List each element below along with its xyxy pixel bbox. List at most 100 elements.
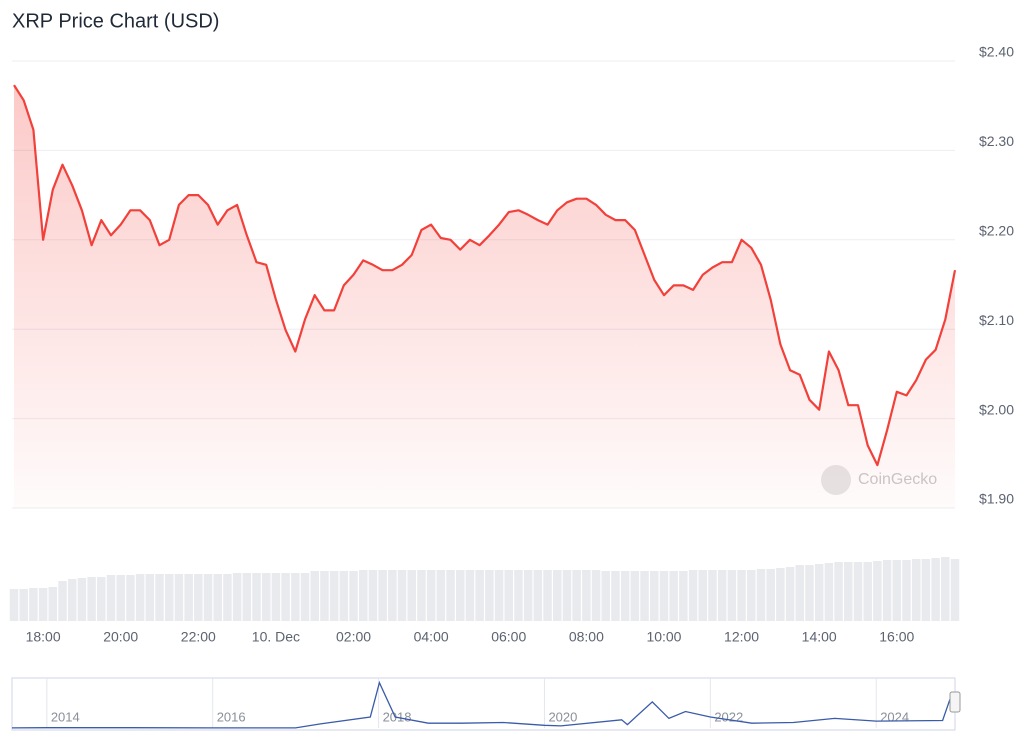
volume-bar: [902, 560, 911, 621]
navigator-tick-label: 2014: [51, 709, 80, 724]
volume-bar: [727, 570, 737, 621]
volume-bar: [87, 577, 96, 621]
volume-bar: [717, 570, 727, 621]
price-area: [14, 85, 955, 508]
volume-bar: [921, 559, 931, 621]
volume-bar: [58, 581, 67, 621]
volume-bar: [824, 563, 834, 621]
volume-bar: [300, 573, 310, 621]
volume-bar: [659, 571, 669, 621]
volume-bar: [766, 569, 775, 621]
volume-bar: [203, 574, 213, 621]
volume-bar: [310, 571, 319, 621]
volume-bar: [950, 559, 960, 621]
navigator-handle[interactable]: [949, 691, 961, 713]
volume-bar: [562, 570, 572, 621]
volume-bar: [543, 570, 552, 621]
volume-bar: [155, 574, 164, 621]
volume-bar: [553, 570, 562, 621]
volume-bar: [475, 570, 484, 621]
volume-bar: [446, 570, 455, 621]
volume-bar: [834, 562, 843, 621]
volume-bar: [339, 571, 349, 621]
volume-bar: [805, 565, 814, 621]
volume-bar: [863, 562, 872, 621]
volume-bar: [523, 570, 533, 621]
volume-bar: [329, 571, 339, 621]
volume-bar: [931, 558, 940, 621]
volume-bar: [436, 570, 446, 621]
volume-bar: [261, 573, 271, 621]
y-tick-label: $2.20: [979, 223, 1014, 239]
volume-bar: [126, 575, 135, 621]
volume-bar: [281, 573, 290, 621]
volume-bar: [640, 571, 649, 621]
volume-bar: [630, 571, 640, 621]
volume-bar: [368, 570, 378, 621]
volume-bar: [67, 579, 77, 621]
volume-bar: [776, 568, 785, 621]
x-tick-label: 20:00: [103, 629, 138, 645]
x-tick-label: 10:00: [646, 629, 681, 645]
volume-bar: [388, 570, 397, 621]
volume-bar: [601, 571, 611, 621]
x-tick-label: 18:00: [26, 629, 61, 645]
volume-bar: [892, 560, 902, 621]
volume-bar: [397, 570, 407, 621]
y-tick-label: $2.30: [979, 133, 1014, 149]
volume-bar: [271, 573, 281, 621]
volume-bar: [611, 571, 620, 621]
volume-bar: [785, 567, 795, 621]
volume-bar: [213, 574, 222, 621]
volume-bar: [504, 570, 514, 621]
navigator-tick-label: 2020: [548, 709, 577, 724]
volume-bar: [164, 574, 174, 621]
volume-bar: [407, 570, 416, 621]
volume-bar: [29, 588, 38, 621]
volume-bar: [882, 560, 892, 621]
volume-bar: [669, 571, 678, 621]
volume-bar: [591, 570, 601, 621]
x-tick-label: 02:00: [336, 629, 371, 645]
y-tick-label: $1.90: [979, 491, 1014, 507]
volume-bar: [174, 574, 184, 621]
x-tick-label: 22:00: [181, 629, 216, 645]
y-tick-label: $2.10: [979, 312, 1014, 328]
y-tick-label: $2.40: [979, 44, 1014, 60]
volume-bar: [582, 570, 591, 621]
price-line: [13, 84, 957, 467]
volume-bar: [679, 571, 688, 621]
volume-bar: [252, 573, 261, 621]
volume-bar: [426, 570, 436, 621]
chart-title: XRP Price Chart (USD): [12, 10, 219, 32]
volume-bar: [145, 574, 155, 621]
volume-bar: [844, 562, 853, 621]
volume-bar: [455, 570, 465, 621]
volume-bar: [747, 570, 756, 621]
volume-bar: [417, 570, 426, 621]
volume-bar: [291, 573, 300, 621]
volume-bar: [48, 587, 58, 621]
volume-bar: [184, 574, 193, 621]
volume-bar: [9, 589, 19, 621]
volume-bar: [814, 564, 824, 621]
y-tick-label: $2.00: [979, 401, 1014, 417]
x-tick-label: 10. Dec: [252, 629, 300, 645]
volume-bar: [756, 569, 766, 621]
volume-bar: [650, 571, 659, 621]
x-tick-label: 06:00: [491, 629, 526, 645]
volume-bar: [349, 571, 358, 621]
volume-bar: [572, 570, 581, 621]
volume-bar: [223, 574, 232, 621]
x-tick-label: 16:00: [879, 629, 914, 645]
x-tick-label: 14:00: [802, 629, 837, 645]
volume-bar: [38, 588, 48, 621]
volume-bar: [514, 570, 523, 621]
x-tick-label: 08:00: [569, 629, 604, 645]
volume-bar: [378, 570, 387, 621]
volume-bar: [232, 573, 242, 621]
navigator-tick-label: 2016: [217, 709, 246, 724]
volume-bar: [708, 570, 717, 621]
volume-bar: [620, 571, 630, 621]
volume-bar: [698, 570, 708, 621]
